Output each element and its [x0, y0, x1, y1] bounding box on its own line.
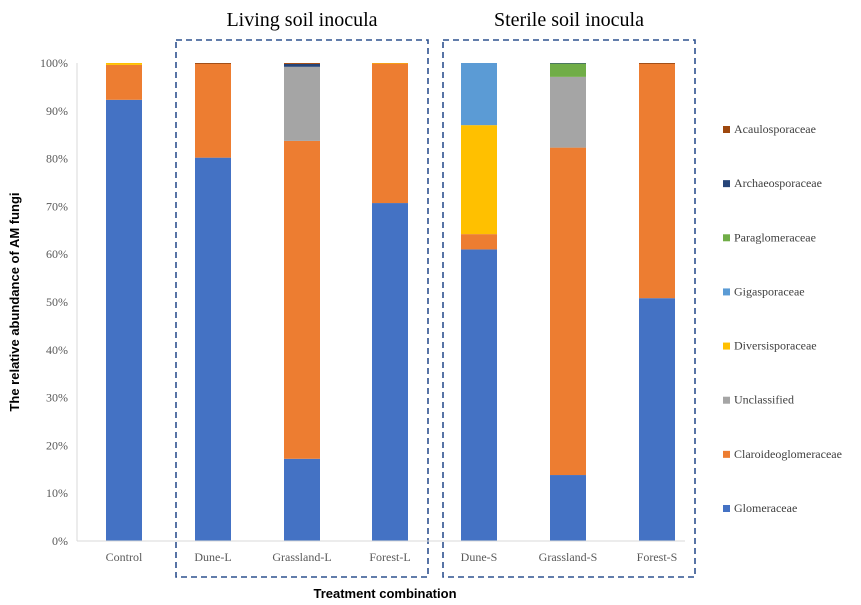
bar-grassland-l-archaeosporaceae [284, 63, 320, 67]
y-tick-label-4: 40% [46, 343, 68, 357]
bar-forest-l-glomeraceae [372, 203, 408, 541]
legend-swatch-gigasporaceae [723, 288, 730, 296]
y-tick-label-2: 20% [46, 438, 68, 452]
y-tick-label-5: 50% [46, 295, 68, 309]
legend-label-gigasporaceae: Gigasporaceae [734, 284, 805, 298]
legend-label-diversisporaceae: Diversisporaceae [734, 339, 817, 353]
bar-forest-l-claroideoglomeraceae [372, 63, 408, 204]
group-boxes [175, 39, 696, 578]
bar-grassland-s-archaeosporaceae [550, 63, 586, 64]
legend-swatch-glomeraceae [723, 505, 730, 512]
bar-forest-l-diversisporaceae [372, 63, 408, 64]
x-tick-label-forest-l: Forest-L [369, 550, 410, 564]
bar-forest-s-claroideoglomeraceae [639, 63, 675, 299]
y-tick-label-10: 100% [40, 56, 68, 70]
bar-control-glomeraceae [106, 99, 142, 541]
y-tick-label-7: 70% [46, 199, 68, 213]
bar-dune-l-acaulosporaceae [195, 63, 231, 64]
legend-swatch-archaeosporaceae [723, 180, 730, 188]
legend-label-unclassified: Unclassified [734, 393, 794, 407]
group-title-living-soil-inocula: Living soil inocula [226, 9, 377, 31]
axes [76, 63, 685, 542]
x-tick-label-forest-s: Forest-S [637, 550, 678, 564]
legend-label-claroideoglomeraceae: Claroideoglomeraceae [734, 447, 842, 461]
bar-grassland-l-acaulosporaceae [284, 63, 320, 64]
legend-swatch-acaulosporaceae [723, 126, 730, 133]
bar-dune-l-glomeraceae [195, 157, 231, 542]
bar-grassland-l-claroideoglomeraceae [284, 140, 320, 459]
bar-dune-s-gigasporaceae [461, 63, 497, 126]
bar-dune-s-glomeraceae [461, 249, 497, 542]
bar-grassland-s-paraglomeraceae [550, 63, 586, 77]
group-box-sterile-soil-inocula [442, 39, 696, 578]
legend-label-paraglomeraceae: Paraglomeraceae [734, 230, 816, 244]
x-tick-label-dune-l: Dune-L [194, 550, 231, 564]
bar-dune-l-claroideoglomeraceae [195, 63, 231, 158]
y-tick-labels: 0% 10% 20% 30% 40% 50% 60% 70% 80% 90% 100% [40, 56, 68, 548]
legend-swatch-unclassified [723, 396, 730, 404]
legend-label-acaulosporaceae: Acaulosporaceae [734, 122, 816, 136]
group-box-living-soil-inocula [175, 39, 429, 578]
y-tick-label-9: 90% [46, 104, 68, 118]
bar-grassland-s-glomeraceae [550, 475, 586, 541]
bar-control-diversisporaceae [106, 63, 142, 65]
bar-dune-s-diversisporaceae [461, 125, 497, 235]
bar-forest-s-glomeraceae [639, 298, 675, 541]
x-tick-label-grassland-s: Grassland-S [539, 550, 598, 564]
x-tick-labels: Control Dune-L Grassland-L Forest-L Dune-S Gr… [106, 550, 678, 564]
legend: Acaulosporaceae Archaeosporaceae Paraglome… [723, 122, 842, 515]
legend-swatch-paraglomeraceae [723, 234, 730, 242]
y-tick-label-6: 60% [46, 247, 68, 261]
y-tick-label-0: 0% [52, 534, 68, 548]
y-tick-label-8: 80% [46, 152, 68, 166]
x-tick-label-dune-s: Dune-S [461, 550, 498, 564]
y-axis-title: The relative abundance of AM fungi [7, 192, 22, 411]
bar-grassland-l-unclassified [284, 66, 320, 141]
group-titles: Living soil inocula Sterile soil inocula [226, 9, 644, 31]
bar-forest-s-acaulosporaceae [639, 63, 675, 64]
x-axis-title: Treatment combination [313, 586, 456, 601]
bar-grassland-s-claroideoglomeraceae [550, 147, 586, 476]
x-tick-label-grassland-l: Grassland-L [272, 550, 331, 564]
x-tick-label-control: Control [106, 550, 143, 564]
bar-grassland-l-glomeraceae [284, 458, 320, 541]
bars [106, 63, 675, 542]
y-tick-label-3: 30% [46, 391, 68, 405]
bar-grassland-s-unclassified [550, 76, 586, 148]
group-title-sterile-soil-inocula: Sterile soil inocula [494, 9, 644, 31]
bar-control-claroideoglomeraceae [106, 64, 142, 100]
y-tick-label-1: 10% [46, 486, 68, 500]
legend-swatch-claroideoglomeraceae [723, 450, 730, 458]
bar-dune-s-claroideoglomeraceae [461, 234, 497, 250]
legend-swatch-diversisporaceae [723, 342, 730, 350]
legend-label-archaeosporaceae: Archaeosporaceae [734, 176, 822, 190]
legend-label-glomeraceae: Glomeraceae [734, 501, 797, 515]
